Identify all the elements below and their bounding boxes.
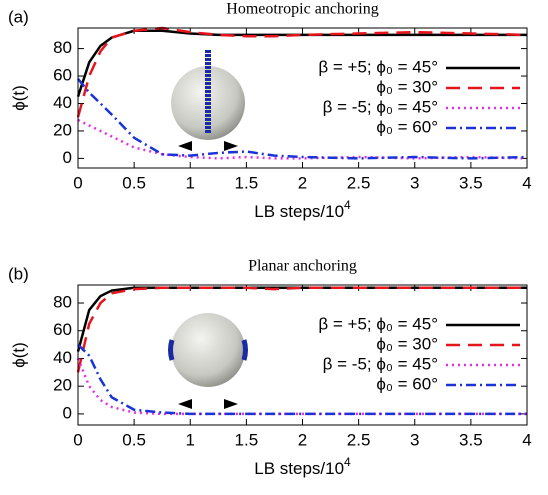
x-tick-label: 2 xyxy=(298,430,307,449)
x-tick-label: 3 xyxy=(410,430,419,449)
y-tick-label: 20 xyxy=(53,376,72,395)
y-tick-label: 80 xyxy=(53,38,72,57)
y-tick-label: 0 xyxy=(63,148,72,167)
y-tick-label: 80 xyxy=(53,293,72,312)
legend-label: ϕ₀ = 30° xyxy=(376,334,438,353)
x-tick-label: 3 xyxy=(410,173,419,192)
x-label-text: LB steps/10 xyxy=(254,459,344,478)
x-tick-label: 4 xyxy=(522,173,531,192)
y-tick-label: 40 xyxy=(53,348,72,367)
y-axis-label: ϕ(t) xyxy=(9,85,28,111)
series-line xyxy=(76,29,527,98)
series-line xyxy=(76,286,527,352)
panel-label: (a) xyxy=(8,7,29,26)
x-tick-label: 3.5 xyxy=(459,430,483,449)
panel: Homeotropic anchoring(a)ϕ(t)LB steps/104… xyxy=(8,1,532,222)
x-tick-label: 2.5 xyxy=(347,430,371,449)
legend-label: β = +5; ϕ₀ = 45° xyxy=(318,57,438,76)
y-tick-label: 0 xyxy=(63,403,72,422)
series-line xyxy=(76,357,527,416)
x-label-sup: 4 xyxy=(344,455,351,469)
legend-label: β = -5; ϕ₀ = 45° xyxy=(323,354,438,373)
y-tick-label: 40 xyxy=(53,93,72,112)
series-line xyxy=(77,118,528,160)
panel-title: Planar anchoring xyxy=(248,258,357,275)
x-label-text: LB steps/10 xyxy=(254,202,344,221)
x-tick-label: 2 xyxy=(298,173,307,192)
x-tick-label: 0 xyxy=(73,430,82,449)
series-line xyxy=(77,343,527,416)
inset-a xyxy=(171,50,245,151)
series-line xyxy=(77,77,528,160)
x-tick-label: 0 xyxy=(73,173,82,192)
series-line xyxy=(76,286,527,373)
x-label-sup: 4 xyxy=(344,198,351,212)
plot-frame xyxy=(77,27,528,169)
x-tick-label: 1.5 xyxy=(235,173,259,192)
x-axis-label: LB steps/104 xyxy=(254,198,351,221)
panel-title: Homeotropic anchoring xyxy=(226,1,378,18)
y-tick-label: 60 xyxy=(53,320,72,339)
x-tick-label: 1 xyxy=(186,430,195,449)
x-tick-label: 1.5 xyxy=(235,430,259,449)
panel-label: (b) xyxy=(8,264,29,283)
x-tick-label: 2.5 xyxy=(347,173,371,192)
x-tick-label: 0.5 xyxy=(122,430,146,449)
series-line xyxy=(76,26,528,118)
y-axis-label: ϕ(t) xyxy=(9,342,28,368)
x-tick-label: 0.5 xyxy=(122,173,146,192)
inset-b xyxy=(168,313,248,409)
y-tick-label: 60 xyxy=(53,66,72,85)
legend-label: β = +5; ϕ₀ = 45° xyxy=(318,314,438,333)
x-tick-label: 1 xyxy=(186,173,195,192)
legend-label: ϕ₀ = 60° xyxy=(376,117,438,136)
x-axis-label: LB steps/104 xyxy=(254,455,351,478)
y-tick-label: 20 xyxy=(53,120,72,139)
legend-label: β = -5; ϕ₀ = 45° xyxy=(323,97,438,116)
x-tick-label: 3.5 xyxy=(459,173,483,192)
legend-label: ϕ₀ = 30° xyxy=(376,77,438,96)
x-tick-label: 4 xyxy=(522,430,531,449)
plot-frame xyxy=(77,284,528,426)
legend-label: ϕ₀ = 60° xyxy=(376,374,438,393)
